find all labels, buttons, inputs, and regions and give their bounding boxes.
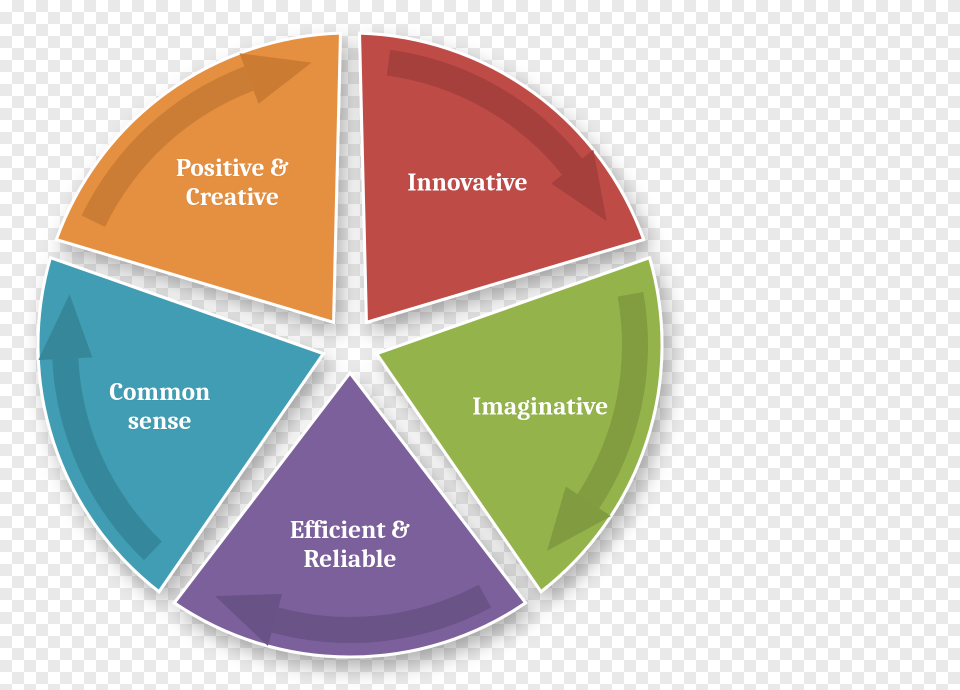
cycle-diagram-svg bbox=[0, 0, 960, 690]
diagram-stage: InnovativeImaginativeEfficient &Reliable… bbox=[0, 0, 960, 690]
